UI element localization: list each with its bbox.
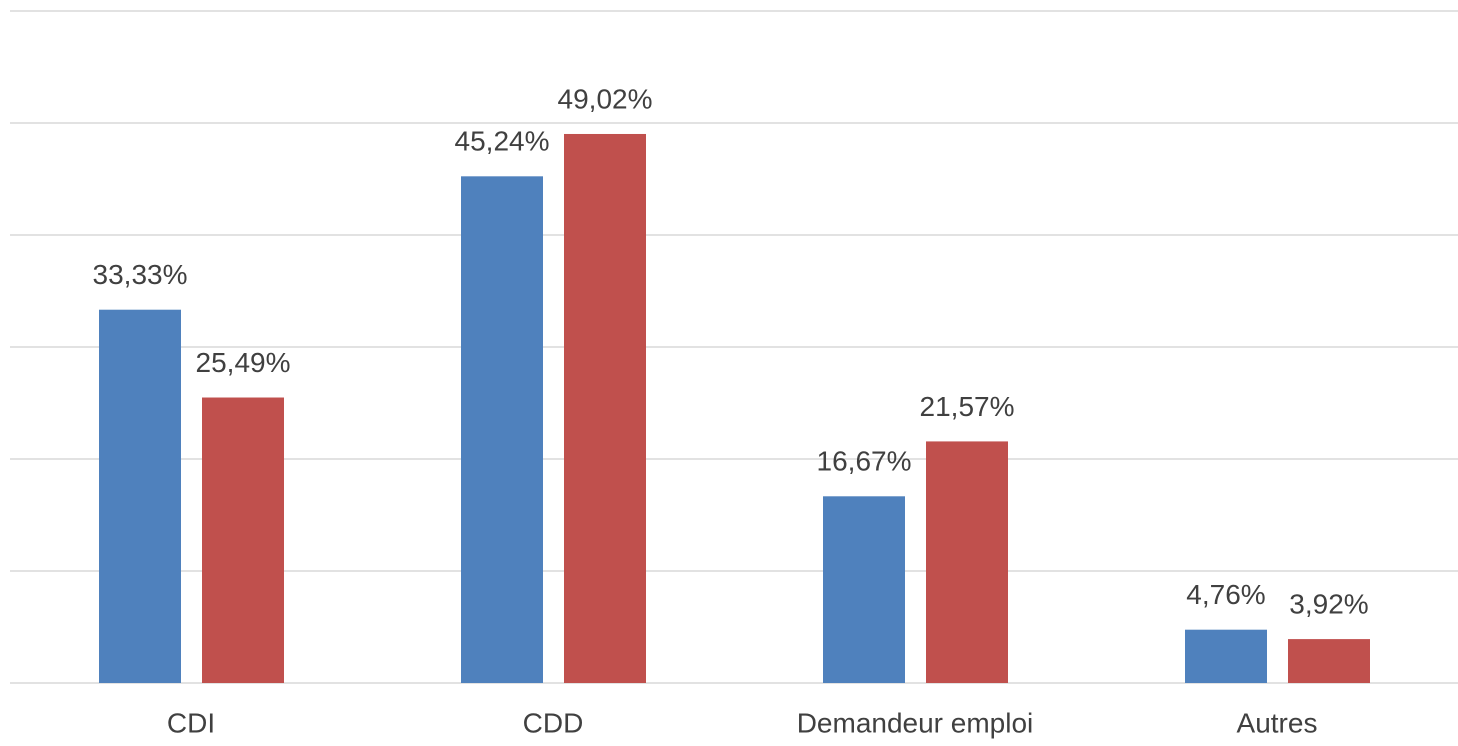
x-tick-label: CDD bbox=[523, 707, 584, 738]
x-tick-label: Demandeur emploi bbox=[797, 707, 1034, 738]
data-label: 49,02% bbox=[558, 83, 653, 114]
bar bbox=[202, 397, 284, 683]
data-label: 21,57% bbox=[920, 391, 1015, 422]
bar bbox=[461, 176, 543, 683]
data-label: 16,67% bbox=[817, 446, 912, 477]
bar bbox=[564, 133, 646, 683]
bar bbox=[1288, 639, 1370, 683]
x-tick-label: CDI bbox=[167, 707, 215, 738]
data-label: 4,76% bbox=[1186, 579, 1265, 610]
bar bbox=[99, 309, 181, 683]
data-label: 25,49% bbox=[196, 347, 291, 378]
bar bbox=[926, 441, 1008, 683]
bar bbox=[823, 496, 905, 683]
data-label: 33,33% bbox=[93, 259, 188, 290]
x-tick-label: Autres bbox=[1237, 707, 1318, 738]
bar bbox=[1185, 629, 1267, 683]
data-label: 45,24% bbox=[455, 126, 550, 157]
data-label: 3,92% bbox=[1289, 588, 1368, 619]
